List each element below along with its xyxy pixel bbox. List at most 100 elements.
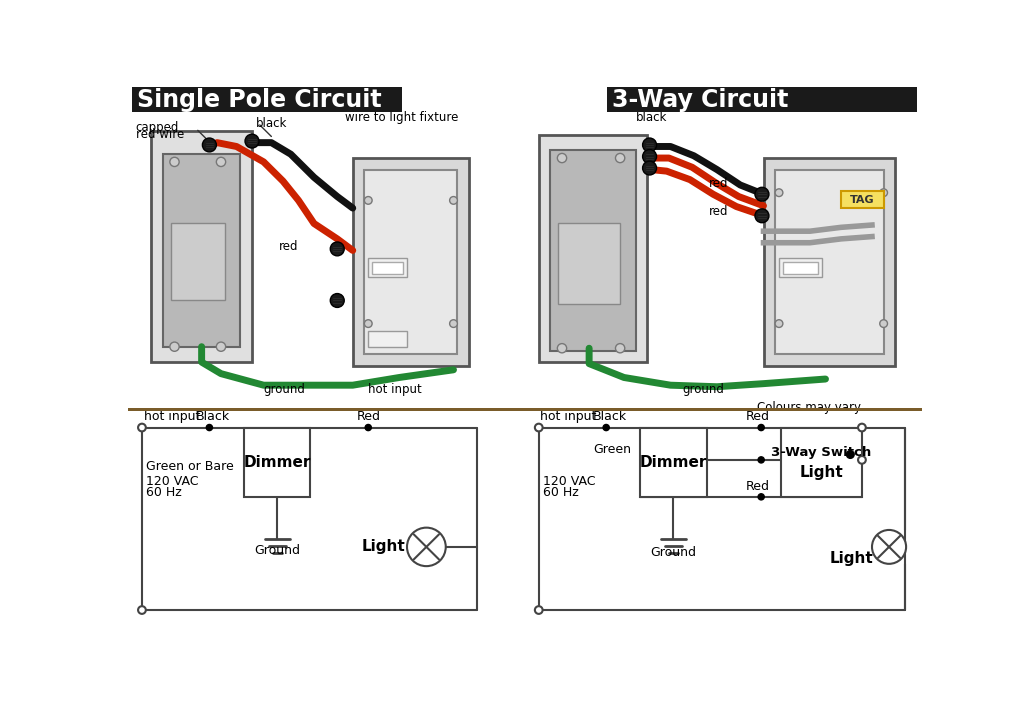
Circle shape bbox=[203, 138, 216, 152]
Circle shape bbox=[775, 189, 783, 196]
Text: hot input: hot input bbox=[369, 383, 422, 395]
Circle shape bbox=[603, 425, 609, 430]
Circle shape bbox=[557, 154, 566, 163]
Circle shape bbox=[643, 161, 656, 175]
Circle shape bbox=[365, 320, 372, 327]
Bar bbox=[783, 262, 818, 273]
Circle shape bbox=[170, 342, 179, 351]
Circle shape bbox=[758, 494, 764, 500]
Bar bbox=[558, 224, 621, 304]
Circle shape bbox=[331, 242, 344, 256]
Circle shape bbox=[535, 423, 543, 431]
Text: Ground: Ground bbox=[650, 546, 696, 559]
Text: Light: Light bbox=[800, 465, 843, 480]
Bar bbox=[780, 428, 862, 497]
Circle shape bbox=[858, 456, 866, 464]
Text: wire to light fixture: wire to light fixture bbox=[345, 111, 459, 124]
Text: black: black bbox=[636, 111, 667, 124]
Text: Red: Red bbox=[356, 410, 381, 423]
Text: 60 Hz: 60 Hz bbox=[145, 486, 181, 500]
Bar bbox=[779, 258, 821, 278]
Text: hot input: hot input bbox=[143, 410, 200, 423]
Circle shape bbox=[331, 294, 344, 308]
Text: Red: Red bbox=[745, 410, 770, 423]
Text: Light: Light bbox=[829, 551, 873, 566]
Text: ground: ground bbox=[263, 383, 305, 395]
Text: ground: ground bbox=[682, 383, 724, 395]
Bar bbox=[841, 191, 884, 208]
Text: 120 VAC: 120 VAC bbox=[543, 475, 595, 488]
Circle shape bbox=[847, 451, 854, 458]
Circle shape bbox=[245, 134, 259, 148]
Circle shape bbox=[643, 149, 656, 163]
Circle shape bbox=[206, 425, 212, 430]
Text: red wire: red wire bbox=[136, 128, 184, 142]
Circle shape bbox=[755, 187, 769, 201]
Text: 3-Way Circuit: 3-Way Circuit bbox=[612, 88, 788, 111]
Circle shape bbox=[365, 196, 372, 204]
Circle shape bbox=[880, 320, 888, 327]
Bar bbox=[369, 258, 407, 278]
Circle shape bbox=[858, 423, 866, 431]
Circle shape bbox=[758, 457, 764, 463]
Text: hot input: hot input bbox=[541, 410, 597, 423]
Text: 60 Hz: 60 Hz bbox=[543, 486, 579, 500]
Bar bbox=[128, 411, 922, 624]
Text: Dimmer: Dimmer bbox=[244, 455, 311, 470]
Text: Dimmer: Dimmer bbox=[640, 455, 707, 470]
Circle shape bbox=[872, 530, 906, 564]
Bar bbox=[764, 158, 895, 366]
Text: black: black bbox=[256, 117, 288, 130]
Circle shape bbox=[366, 425, 372, 430]
Text: capped: capped bbox=[136, 121, 179, 134]
Text: Green or Bare: Green or Bare bbox=[145, 460, 233, 472]
Circle shape bbox=[615, 154, 625, 163]
Text: Green: Green bbox=[593, 442, 631, 456]
Text: Black: Black bbox=[593, 410, 627, 423]
Text: 120 VAC: 120 VAC bbox=[145, 475, 199, 488]
Text: Ground: Ground bbox=[254, 544, 300, 557]
Circle shape bbox=[775, 320, 783, 327]
Circle shape bbox=[880, 189, 888, 196]
Circle shape bbox=[138, 606, 145, 614]
Text: Black: Black bbox=[197, 410, 230, 423]
Bar bbox=[550, 150, 636, 350]
Circle shape bbox=[643, 138, 656, 152]
Bar bbox=[539, 135, 647, 362]
Circle shape bbox=[755, 209, 769, 223]
Text: red: red bbox=[710, 205, 729, 219]
Bar bbox=[640, 428, 707, 497]
Bar bbox=[372, 262, 403, 273]
Text: TAG: TAG bbox=[850, 195, 874, 205]
Bar bbox=[775, 170, 884, 355]
Circle shape bbox=[407, 528, 445, 566]
Circle shape bbox=[138, 423, 145, 431]
Text: 3-Way Switch: 3-Way Switch bbox=[771, 447, 871, 459]
Circle shape bbox=[216, 157, 225, 167]
Circle shape bbox=[450, 196, 458, 204]
Circle shape bbox=[450, 320, 458, 327]
Bar bbox=[128, 84, 922, 407]
Bar bbox=[132, 87, 401, 112]
Text: Light: Light bbox=[362, 539, 406, 554]
Circle shape bbox=[758, 425, 764, 430]
Text: red: red bbox=[710, 177, 729, 190]
Circle shape bbox=[535, 606, 543, 614]
Bar bbox=[365, 170, 458, 355]
Bar bbox=[171, 224, 225, 301]
Text: Single Pole Circuit: Single Pole Circuit bbox=[137, 88, 382, 111]
Text: red: red bbox=[280, 240, 299, 253]
Text: Red: Red bbox=[745, 479, 770, 493]
Bar bbox=[352, 158, 469, 366]
Circle shape bbox=[170, 157, 179, 167]
Bar bbox=[128, 407, 922, 411]
Circle shape bbox=[557, 343, 566, 353]
Circle shape bbox=[615, 343, 625, 353]
Bar bbox=[152, 131, 252, 362]
Text: Colours may vary: Colours may vary bbox=[758, 401, 861, 414]
Bar bbox=[163, 154, 241, 347]
Bar bbox=[369, 332, 407, 347]
Circle shape bbox=[216, 342, 225, 351]
Bar bbox=[245, 428, 310, 497]
Bar bbox=[607, 87, 916, 112]
